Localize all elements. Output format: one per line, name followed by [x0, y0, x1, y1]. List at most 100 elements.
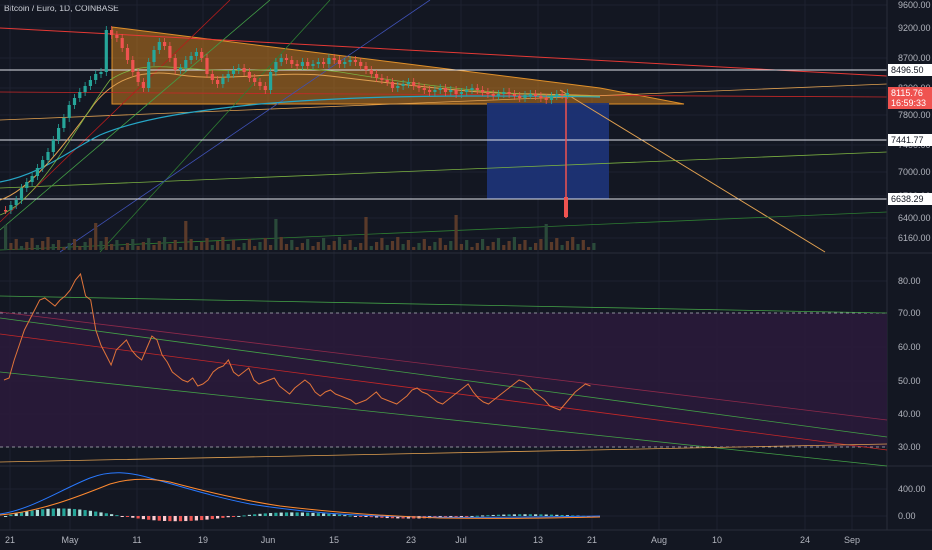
volume-bar [200, 242, 204, 250]
rsi-red-trend-a [0, 333, 888, 451]
volume-bar [290, 240, 294, 250]
candle-body [502, 92, 506, 94]
volume-bar [284, 244, 289, 250]
volume-bars [4, 215, 596, 250]
macd-bar [475, 515, 479, 517]
macd-histogram [4, 508, 596, 522]
volume-bar [512, 237, 516, 250]
macd-bar [46, 508, 50, 516]
candle-body [327, 58, 331, 64]
orange-projection-line [559, 89, 826, 253]
time-tick: Sep [844, 535, 860, 545]
candle-body [115, 35, 119, 38]
rsi-orange-trend [0, 443, 888, 463]
candle-body [295, 64, 299, 66]
volume-bar [226, 244, 230, 250]
candle-body [210, 74, 214, 80]
time-axis[interactable]: 21 May 11 19 Jun 15 23 Jul 13 21 Aug 10 24 Sep [5, 535, 860, 545]
macd-bar [216, 516, 220, 519]
volume-bar [486, 246, 490, 250]
macd-bar [322, 513, 326, 516]
price-axis[interactable]: 9600.009200.008700.008300.007800.007400.… [898, 0, 931, 243]
candle-body [337, 60, 342, 64]
volume-bar [163, 237, 167, 250]
candle-body [67, 105, 71, 118]
volume-bar [120, 247, 124, 250]
macd-bar [300, 512, 304, 516]
macd-bar [544, 514, 548, 516]
candle-body [163, 42, 167, 46]
macd-bar [237, 515, 241, 517]
macd-bar [343, 515, 347, 517]
macd-bar [94, 511, 98, 516]
candle-body [306, 62, 310, 66]
price-label-current: 8115.76 16:59:33 [888, 87, 932, 109]
volume-bar [581, 240, 585, 250]
volume-bar [237, 247, 241, 250]
green-fan-line [99, 0, 331, 253]
candle-body [9, 205, 13, 210]
volume-bar [454, 215, 458, 250]
symbol-title: Bitcoin / Euro, 1D, COINBASE [4, 3, 119, 13]
volume-bar [587, 247, 591, 250]
candle-body [78, 92, 82, 98]
macd-bar [295, 512, 299, 516]
macd-axis[interactable]: 400.00 0.00 [898, 484, 926, 521]
macd-bar [359, 516, 363, 517]
volume-bar [131, 239, 135, 250]
candle-body [168, 46, 172, 58]
macd-bar [518, 514, 522, 516]
candle-body [274, 62, 278, 72]
macd-bar [99, 512, 103, 516]
macd-bar [178, 516, 183, 522]
volume-bar [35, 245, 39, 250]
macd-bar [306, 512, 310, 516]
macd-bar [486, 515, 490, 517]
rsi-axis[interactable]: 80.00 70.00 60.00 50.00 40.00 30.00 [898, 276, 921, 452]
candle-body [406, 82, 410, 84]
candle-body [147, 62, 151, 88]
macd-pane[interactable] [0, 472, 601, 522]
volume-bar [422, 239, 426, 250]
volume-bar [555, 238, 559, 250]
macd-bar [502, 514, 506, 516]
macd-bar [274, 512, 278, 516]
volume-bar [67, 243, 71, 250]
candle-body [62, 118, 66, 128]
volume-bar [194, 246, 198, 250]
candle-body [226, 74, 230, 78]
macd-bar [528, 514, 532, 516]
volume-bar [481, 239, 485, 250]
price-tick: 7000.00 [898, 167, 931, 177]
candle-body [475, 88, 479, 90]
macd-bar [200, 516, 204, 521]
macd-bar [67, 508, 71, 516]
volume-bar [496, 238, 501, 250]
macd-tick: 0.00 [898, 511, 916, 521]
volume-bar [528, 247, 532, 250]
red-trendline-top [0, 27, 888, 77]
candle-body [549, 96, 554, 100]
macd-bar [364, 516, 368, 517]
candle-body [560, 94, 564, 96]
candle-body [258, 82, 262, 86]
macd-bar [571, 515, 575, 517]
macd-bar [173, 516, 177, 522]
macd-bar [41, 509, 45, 516]
rsi-pane[interactable] [0, 272, 888, 467]
candle-body [422, 88, 426, 90]
macd-bar [157, 516, 161, 521]
candle-body [443, 88, 448, 92]
candle-body [544, 98, 548, 100]
candle-body [131, 60, 135, 72]
macd-bar [25, 511, 29, 516]
price-pane[interactable] [0, 0, 888, 253]
macd-bar [284, 512, 289, 516]
volume-bar [523, 240, 527, 250]
macd-bar [194, 516, 198, 521]
volume-bar [438, 238, 442, 250]
macd-bar [565, 515, 569, 517]
volume-bar [247, 239, 251, 250]
candle-body [72, 98, 77, 105]
